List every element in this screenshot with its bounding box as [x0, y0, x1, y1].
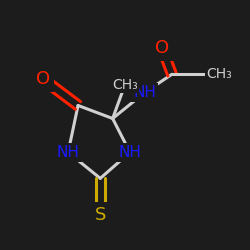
Text: CH₃: CH₃ [112, 78, 138, 92]
Text: CH₃: CH₃ [206, 67, 232, 81]
Text: NH: NH [57, 145, 80, 160]
Text: NH: NH [118, 145, 142, 160]
Text: O: O [36, 70, 51, 88]
Text: NH: NH [133, 85, 156, 100]
Text: S: S [94, 206, 106, 224]
Text: O: O [155, 39, 169, 57]
